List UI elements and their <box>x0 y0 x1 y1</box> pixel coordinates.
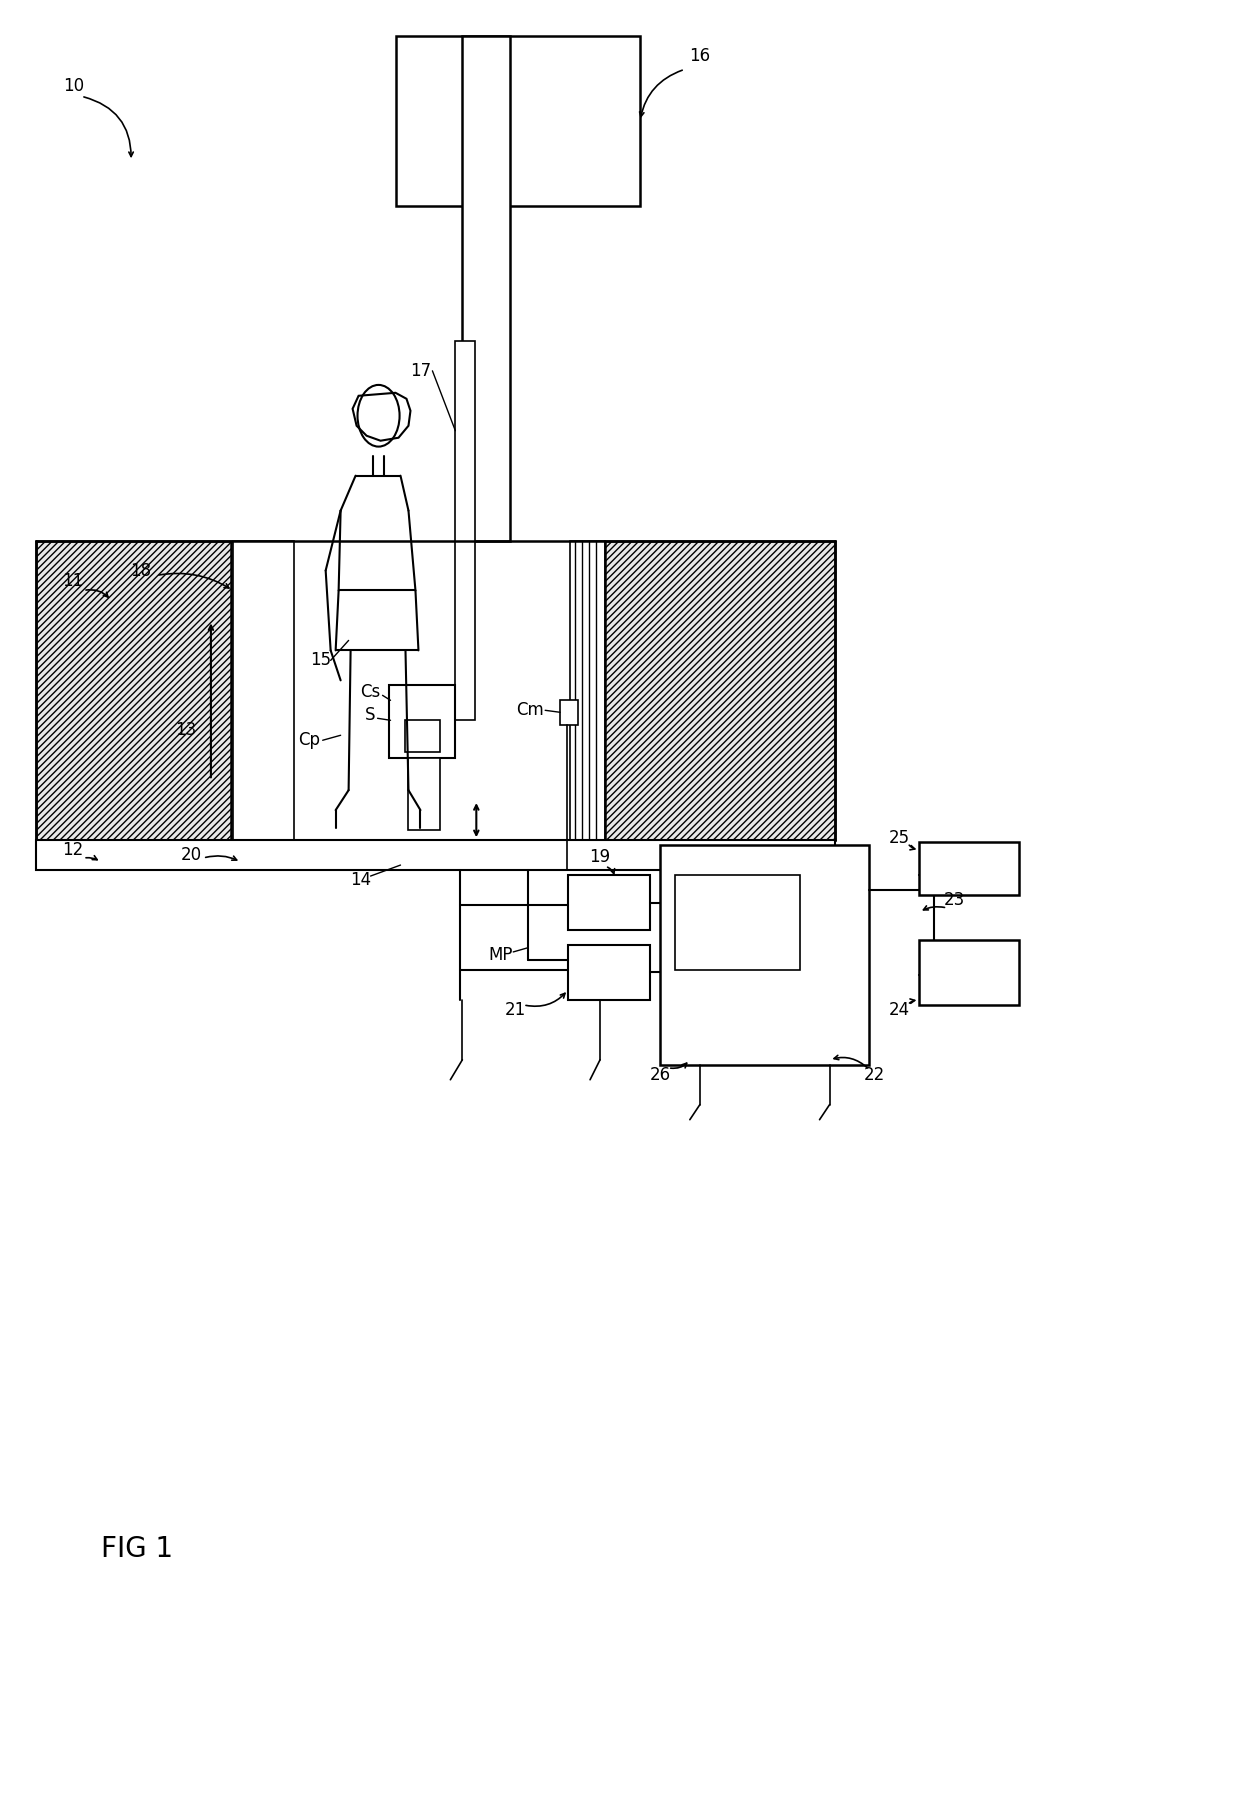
Text: MP: MP <box>489 947 512 965</box>
Text: 16: 16 <box>689 47 711 65</box>
Bar <box>919 939 1019 1005</box>
Text: 11: 11 <box>62 572 84 589</box>
Bar <box>396 36 640 205</box>
Bar <box>405 720 440 752</box>
Bar <box>568 945 650 999</box>
Bar <box>919 841 1019 896</box>
Bar <box>36 839 835 870</box>
Text: 26: 26 <box>650 1067 671 1083</box>
Text: 22: 22 <box>864 1067 885 1083</box>
Text: 24: 24 <box>889 1001 910 1019</box>
Text: 13: 13 <box>175 721 197 740</box>
Text: 12: 12 <box>62 841 84 859</box>
Bar <box>233 541 294 839</box>
Bar <box>36 541 231 839</box>
Bar <box>605 541 835 839</box>
Text: 21: 21 <box>505 1001 526 1019</box>
Bar <box>408 758 440 830</box>
Bar <box>463 36 510 541</box>
Bar <box>660 845 869 1065</box>
Text: 25: 25 <box>889 829 910 847</box>
Text: 18: 18 <box>130 561 151 580</box>
Bar <box>455 342 475 720</box>
Text: 23: 23 <box>944 890 965 908</box>
Bar <box>675 876 800 970</box>
Text: S: S <box>366 707 376 725</box>
Text: 17: 17 <box>410 362 432 380</box>
Text: 19: 19 <box>589 849 610 867</box>
Text: FIG 1: FIG 1 <box>102 1535 174 1563</box>
Text: Cp: Cp <box>298 730 320 749</box>
Bar <box>560 700 578 725</box>
Bar <box>388 685 455 758</box>
Text: 15: 15 <box>310 650 331 669</box>
Bar <box>570 541 605 839</box>
Text: Cm: Cm <box>516 701 544 720</box>
Text: 14: 14 <box>350 870 371 889</box>
Text: Cs: Cs <box>361 683 381 701</box>
Bar <box>568 876 650 930</box>
Text: 20: 20 <box>180 847 202 865</box>
Text: 10: 10 <box>63 78 84 94</box>
